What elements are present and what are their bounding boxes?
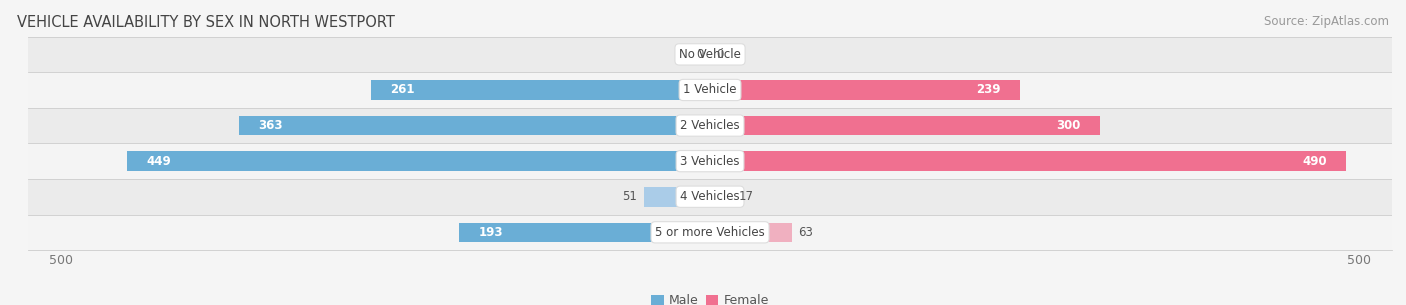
Bar bbox=[0, 179, 1406, 214]
Text: 2 Vehicles: 2 Vehicles bbox=[681, 119, 740, 132]
Legend: Male, Female: Male, Female bbox=[647, 289, 773, 305]
Text: 63: 63 bbox=[799, 226, 813, 239]
Text: Source: ZipAtlas.com: Source: ZipAtlas.com bbox=[1264, 15, 1389, 28]
Bar bbox=[0, 214, 1406, 250]
Bar bbox=[644, 187, 710, 206]
Text: VEHICLE AVAILABILITY BY SEX IN NORTH WESTPORT: VEHICLE AVAILABILITY BY SEX IN NORTH WES… bbox=[17, 15, 395, 30]
Bar bbox=[710, 116, 1099, 135]
Bar bbox=[0, 37, 1406, 72]
Text: 4 Vehicles: 4 Vehicles bbox=[681, 190, 740, 203]
Text: 0: 0 bbox=[717, 48, 724, 61]
Text: 1 Vehicle: 1 Vehicle bbox=[683, 84, 737, 96]
Text: 5 or more Vehicles: 5 or more Vehicles bbox=[655, 226, 765, 239]
Bar bbox=[710, 223, 792, 242]
Bar bbox=[127, 151, 710, 171]
Bar bbox=[710, 151, 1347, 171]
Text: 239: 239 bbox=[977, 84, 1001, 96]
Text: 17: 17 bbox=[738, 190, 754, 203]
Text: 363: 363 bbox=[259, 119, 283, 132]
Text: No Vehicle: No Vehicle bbox=[679, 48, 741, 61]
Bar bbox=[710, 187, 733, 206]
Bar bbox=[0, 143, 1406, 179]
Text: 3 Vehicles: 3 Vehicles bbox=[681, 155, 740, 168]
Bar bbox=[239, 116, 710, 135]
Text: 261: 261 bbox=[391, 84, 415, 96]
Bar bbox=[371, 80, 710, 100]
Bar bbox=[710, 80, 1021, 100]
Bar bbox=[0, 72, 1406, 108]
Text: 193: 193 bbox=[479, 226, 503, 239]
Text: 490: 490 bbox=[1302, 155, 1327, 168]
Text: 51: 51 bbox=[623, 190, 637, 203]
Text: 300: 300 bbox=[1056, 119, 1080, 132]
Text: 0: 0 bbox=[696, 48, 703, 61]
Text: 449: 449 bbox=[146, 155, 172, 168]
Bar bbox=[460, 223, 710, 242]
Bar bbox=[0, 108, 1406, 143]
